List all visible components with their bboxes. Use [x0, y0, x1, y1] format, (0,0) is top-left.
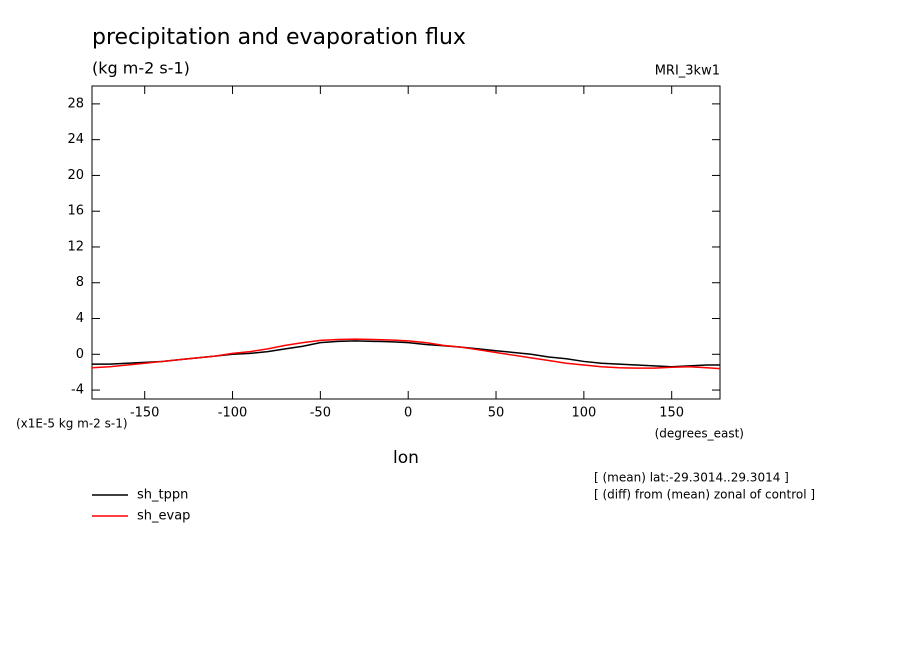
x-tick-label: 50 [488, 406, 505, 421]
x-tick-label: 100 [571, 406, 596, 421]
legend-label: sh_tppn [137, 488, 188, 503]
x-tick-label: 150 [659, 406, 684, 421]
chart-title: precipitation and evaporation flux [92, 25, 466, 50]
note: [ (mean) lat:-29.3014..29.3014 ] [594, 471, 789, 485]
chart-subtitle: (kg m-2 s-1) [92, 59, 190, 78]
dataset-label: MRI_3kw1 [655, 64, 720, 79]
y-tick-label: 16 [67, 204, 84, 219]
y-tick-label: 4 [76, 311, 84, 326]
data-line [92, 340, 720, 368]
y-tick-label: 24 [67, 132, 84, 147]
data-line [91, 338, 721, 370]
y-tick-label: -4 [71, 383, 84, 398]
note: [ (diff) from (mean) zonal of control ] [594, 488, 815, 502]
x-tick-label: -150 [130, 406, 160, 421]
x-axis-title: lon [393, 448, 419, 468]
x-tick-label: -100 [218, 406, 248, 421]
y-tick-label: 0 [76, 347, 84, 362]
plot-frame [91, 85, 721, 400]
legend-label: sh_evap [137, 509, 190, 524]
x-tick-label: 0 [404, 406, 412, 421]
y-tick-label: 12 [67, 239, 84, 254]
y-tick-label: 20 [67, 168, 84, 183]
y-tick-label: 28 [67, 96, 84, 111]
y-tick-label: 8 [76, 275, 84, 290]
y-units: (x1E-5 kg m-2 s-1) [16, 417, 128, 431]
x-units: (degrees_east) [655, 427, 744, 441]
x-tick-label: -50 [310, 406, 331, 421]
